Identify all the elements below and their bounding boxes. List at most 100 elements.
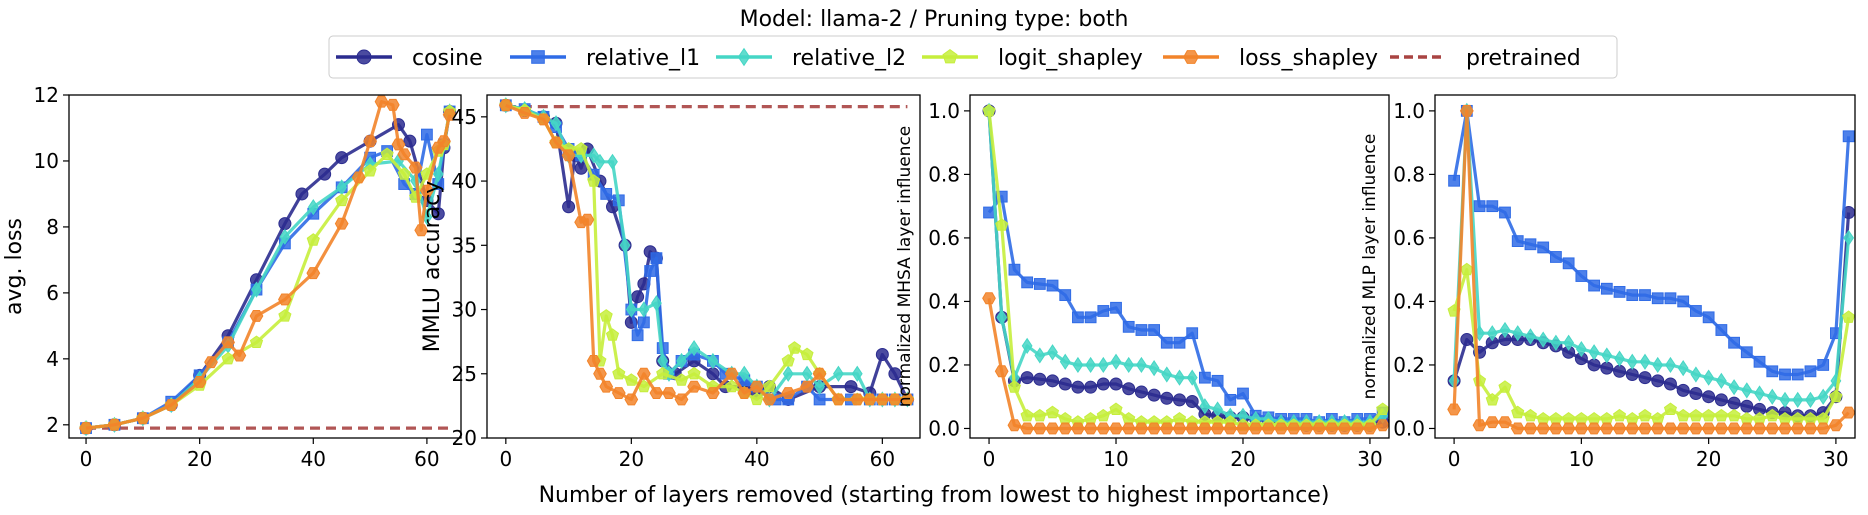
y-axis-label: MMLU accuracy xyxy=(420,181,445,352)
data-point-logit_shapley xyxy=(1549,411,1563,425)
y-tick-label: 0.0 xyxy=(1393,416,1425,440)
x-tick-label: 20 xyxy=(619,447,644,471)
data-point-loss_shapley xyxy=(724,367,739,380)
data-point-logit_shapley xyxy=(687,366,701,380)
data-point-loss_shapley xyxy=(1223,422,1238,435)
data-point-relative_l2 xyxy=(251,281,262,298)
data-point-cosine xyxy=(844,380,858,394)
data-point-cosine xyxy=(1714,393,1728,407)
data-point-logit_shapley xyxy=(1511,405,1525,419)
data-point-relative_l1 xyxy=(983,206,995,219)
data-point-relative_l1 xyxy=(1639,289,1651,301)
data-point-relative_l1 xyxy=(1072,311,1084,324)
data-point-loss_shapley xyxy=(586,355,601,367)
data-point-cosine xyxy=(1084,380,1098,394)
data-point-relative_l1 xyxy=(1237,387,1249,400)
data-point-loss_shapley xyxy=(593,367,607,380)
data-point-loss_shapley xyxy=(1638,422,1652,435)
panel-1: 0 20 40 60 2 4 6 8 10 12 avg. loss xyxy=(2,83,462,471)
data-point-logit_shapley xyxy=(1523,408,1537,422)
data-point-loss_shapley xyxy=(800,380,814,393)
legend-marker-loss_shapley xyxy=(1183,50,1199,64)
data-point-relative_l1 xyxy=(1804,365,1817,378)
data-point-relative_l2 xyxy=(1766,388,1778,405)
data-point-loss_shapley xyxy=(1650,422,1665,435)
data-point-relative_l1 xyxy=(421,128,433,141)
data-point-cosine xyxy=(706,367,720,381)
data-point-loss_shapley xyxy=(1778,422,1792,435)
data-point-relative_l1 xyxy=(1728,336,1740,349)
data-point-relative_l2 xyxy=(1715,372,1727,389)
data-point-loss_shapley xyxy=(561,149,576,162)
data-point-cosine xyxy=(1663,377,1677,391)
data-point-relative_l1 xyxy=(1779,368,1791,381)
data-point-relative_l2 xyxy=(1575,340,1587,358)
data-point-logit_shapley xyxy=(1625,411,1639,425)
data-point-logit_shapley xyxy=(599,309,613,322)
data-point-logit_shapley xyxy=(1536,411,1550,425)
data-point-logit_shapley xyxy=(674,373,689,386)
data-point-relative_l2 xyxy=(707,352,719,370)
data-point-relative_l1 xyxy=(1135,324,1148,336)
data-point-loss_shapley xyxy=(831,393,846,406)
x-tick-label: 30 xyxy=(1357,447,1382,471)
data-point-relative_l1 xyxy=(1524,238,1537,251)
data-point-logit_shapley xyxy=(982,103,996,117)
panel-3-frame xyxy=(969,94,1390,439)
y-tick-label: 45 xyxy=(452,105,477,129)
data-point-relative_l1 xyxy=(1033,278,1046,290)
data-point-relative_l2 xyxy=(1021,337,1033,354)
data-point-logit_shapley xyxy=(335,193,349,207)
legend-label-logit_shapley: logit_shapley xyxy=(998,46,1143,71)
data-point-logit_shapley xyxy=(1172,411,1187,425)
data-point-logit_shapley xyxy=(1460,262,1474,276)
data-point-logit_shapley xyxy=(249,335,264,348)
data-point-loss_shapley xyxy=(1045,422,1060,435)
data-point-relative_l1 xyxy=(1173,336,1186,349)
data-point-logit_shapley xyxy=(1058,411,1072,425)
data-point-relative_l1 xyxy=(1448,174,1460,187)
data-point-relative_l2 xyxy=(688,339,700,357)
x-tick-label: 0 xyxy=(983,447,996,471)
data-point-loss_shapley xyxy=(850,393,865,406)
data-point-loss_shapley xyxy=(536,113,551,126)
data-point-relative_l1 xyxy=(1499,206,1511,219)
data-point-loss_shapley xyxy=(781,387,796,399)
data-point-relative_l2 xyxy=(1817,388,1829,405)
data-point-loss_shapley xyxy=(1172,422,1187,435)
data-point-relative_l1 xyxy=(1160,336,1173,349)
data-point-cosine xyxy=(335,151,349,165)
y-tick-label: 20 xyxy=(452,426,477,450)
data-point-logit_shapley xyxy=(656,366,670,380)
data-point-cosine xyxy=(875,347,889,361)
data-point-relative_l1 xyxy=(1511,235,1524,247)
x-tick-label: 0 xyxy=(499,447,512,471)
data-point-loss_shapley xyxy=(1286,422,1301,435)
x-tick-label: 10 xyxy=(1569,447,1594,471)
data-point-relative_l2 xyxy=(851,365,863,382)
data-point-loss_shapley xyxy=(1714,422,1729,435)
x-tick-label: 20 xyxy=(1696,447,1721,471)
y-tick-label: 6 xyxy=(46,281,59,305)
data-point-loss_shapley xyxy=(1236,422,1250,435)
data-point-relative_l2 xyxy=(1652,356,1664,374)
data-point-logit_shapley xyxy=(221,351,235,365)
legend-label-cosine: cosine xyxy=(412,46,483,71)
data-point-relative_l2 xyxy=(1601,347,1613,364)
data-point-loss_shapley xyxy=(1752,422,1767,435)
y-tick-label: 0.4 xyxy=(1393,289,1425,313)
data-point-relative_l2 xyxy=(1186,369,1198,386)
data-point-loss_shapley xyxy=(1599,422,1614,435)
data-point-loss_shapley xyxy=(1071,422,1085,435)
data-point-cosine xyxy=(1046,374,1060,388)
data-point-relative_l1 xyxy=(1651,292,1664,305)
data-point-loss_shapley xyxy=(1159,422,1174,435)
y-tick-label: 40 xyxy=(452,169,477,193)
data-point-relative_l2 xyxy=(432,166,444,183)
panel-4-plot-area xyxy=(1447,102,1855,435)
data-point-loss_shapley xyxy=(762,393,777,406)
data-point-relative_l2 xyxy=(1072,356,1084,374)
data-point-loss_shapley xyxy=(624,393,639,406)
data-point-relative_l1 xyxy=(1817,359,1830,371)
